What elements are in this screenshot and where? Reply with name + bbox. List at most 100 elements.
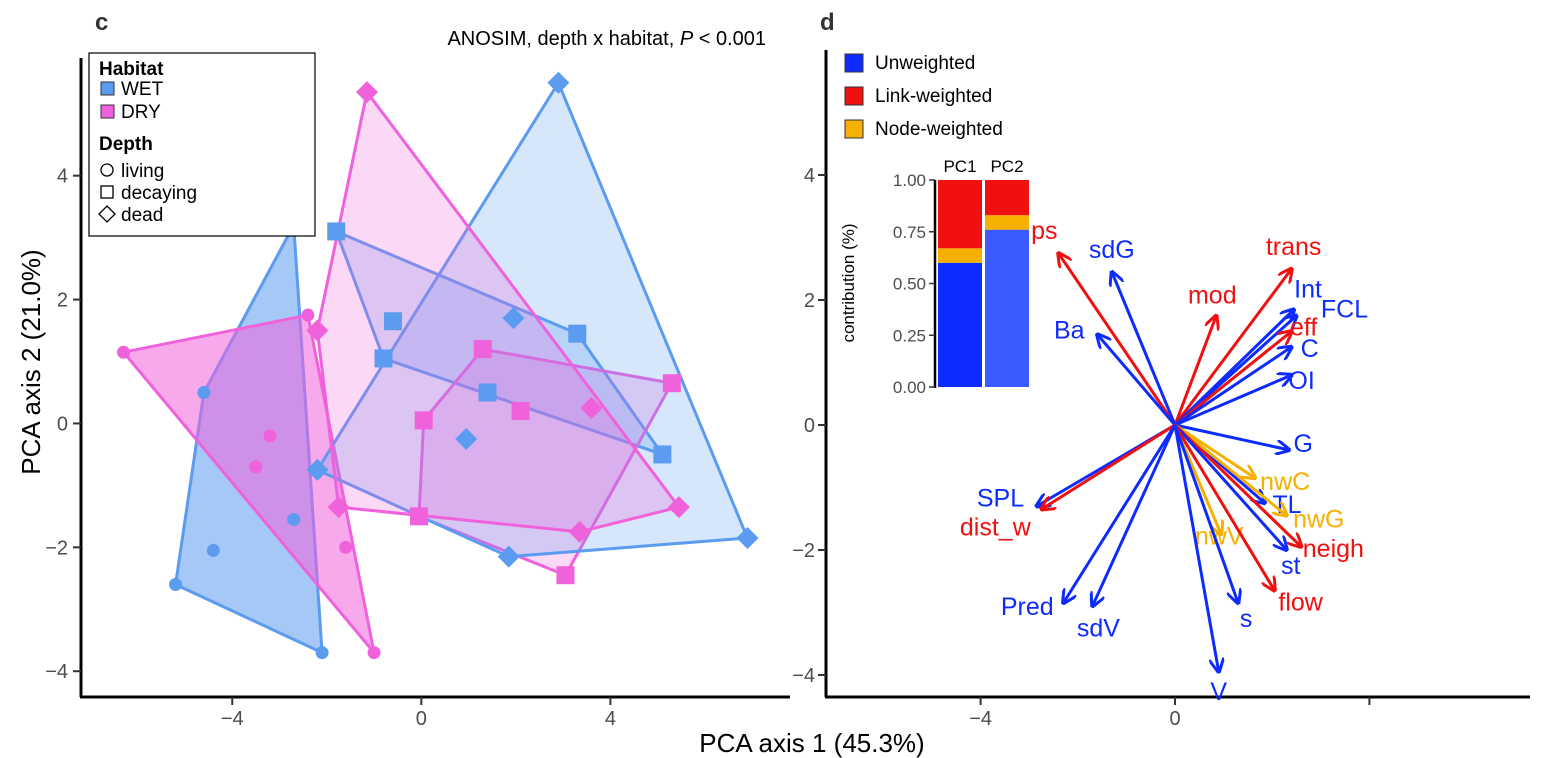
point-wet-decaying xyxy=(478,383,496,401)
loading-label-Pred: Pred xyxy=(1001,593,1054,621)
panel-c-title: ANOSIM, depth x habitat, P < 0.001 xyxy=(447,28,766,50)
legend-label-living: living xyxy=(121,161,164,182)
point-wet-living xyxy=(207,544,220,557)
point-dry-living xyxy=(301,309,314,322)
x-tick-label-c: 0 xyxy=(416,708,427,730)
point-dry-decaying xyxy=(512,402,530,420)
legend-label-unweighted: Unweighted xyxy=(875,53,975,74)
y-tick-label-c: 4 xyxy=(57,166,68,188)
loading-label-nwG: nwG xyxy=(1293,506,1344,534)
loading-label-flow: flow xyxy=(1278,589,1323,617)
point-wet-decaying xyxy=(653,445,671,463)
panel-c: c ANOSIM, depth x habitat, P < 0.001 −4 0… xyxy=(16,9,790,730)
point-wet-decaying xyxy=(568,325,586,343)
legend-swatch-unweighted xyxy=(845,54,863,72)
inset-bar-PC2-unweighted xyxy=(985,230,1029,387)
inset-category-label: PC2 xyxy=(990,157,1023,176)
legend-swatch-node xyxy=(845,120,863,138)
loading-label-neigh: neigh xyxy=(1303,535,1364,563)
title-text: ANOSIM, depth x habitat, xyxy=(447,28,679,50)
legend-label-wet: WET xyxy=(121,79,164,100)
loading-label-trans: trans xyxy=(1266,233,1322,261)
y-tick-label-d: 2 xyxy=(804,290,815,312)
y-tick-label-c: 0 xyxy=(57,413,68,435)
loading-arrow-Ba xyxy=(1097,334,1175,425)
inset-category-label: PC1 xyxy=(943,157,976,176)
loading-label-FCL: FCL xyxy=(1321,296,1368,324)
point-dry-living xyxy=(264,429,277,442)
loading-arrow-Pred xyxy=(1063,425,1175,603)
y-tick-label-c: 2 xyxy=(57,290,68,312)
panel-c-letter: c xyxy=(95,9,108,36)
inset-bar-PC2-link xyxy=(985,180,1029,215)
x-axis-title: PCA axis 1 (45.3%) xyxy=(699,728,924,758)
title-tail: < 0.001 xyxy=(693,28,766,50)
point-dry-living xyxy=(339,541,352,554)
inset-y-tick-label: 0.00 xyxy=(893,378,926,397)
inset-y-tick-label: 1.00 xyxy=(893,171,926,190)
loading-label-st: st xyxy=(1281,552,1301,580)
point-dry-living xyxy=(368,646,381,659)
loading-label-OI: OI xyxy=(1288,367,1314,395)
loading-arrow-C xyxy=(1175,347,1292,425)
x-tick-label-c: 4 xyxy=(605,708,616,730)
y-tick-label-c: −4 xyxy=(45,661,68,683)
inset-bar-PC1-unweighted xyxy=(938,263,982,387)
legend-swatch-dry xyxy=(101,105,114,118)
loading-label-ps: ps xyxy=(1031,217,1057,245)
y-tick-label-d: 4 xyxy=(804,165,815,187)
panel-d-letter: d xyxy=(820,9,835,36)
loading-label-sdG: sdG xyxy=(1089,236,1135,264)
legend-label-link: Link-weighted xyxy=(875,86,992,107)
point-dry-decaying xyxy=(556,566,574,584)
loading-label-Ba: Ba xyxy=(1054,316,1085,344)
y-tick-label-c: −2 xyxy=(45,537,68,559)
loading-label-dist_w: dist_w xyxy=(960,513,1032,541)
y-axis-title-c: PCA axis 2 (21.0%) xyxy=(16,249,46,474)
loading-label-SPL: SPL xyxy=(977,484,1024,512)
inset-y-tick-label: 0.50 xyxy=(893,275,926,294)
point-dry-decaying xyxy=(415,411,433,429)
y-tick-label-d: −2 xyxy=(792,540,815,562)
point-wet-living xyxy=(287,513,300,526)
loading-label-mod: mod xyxy=(1188,282,1237,310)
loading-label-Int: Int xyxy=(1294,275,1322,303)
loading-label-sdV: sdV xyxy=(1077,614,1120,642)
point-wet-decaying xyxy=(327,222,345,240)
x-tick-label-d: 0 xyxy=(1169,708,1180,730)
point-dry-living xyxy=(249,460,262,473)
point-wet-decaying xyxy=(384,312,402,330)
inset-bar-PC1-link xyxy=(938,180,982,248)
point-wet-decaying xyxy=(375,349,393,367)
legend-depth-title: Depth xyxy=(99,134,153,155)
loading-label-s: s xyxy=(1240,605,1253,633)
inset-bar-chart: 0.00 0.25 0.50 0.75 1.00 contribution (%) PC1 P… xyxy=(839,157,1029,397)
legend-d: Unweighted Link-weighted Node-weighted xyxy=(845,53,1003,140)
loading-label-C: C xyxy=(1301,335,1319,363)
point-dry-dead xyxy=(356,81,378,103)
inset-y-tick-label: 0.25 xyxy=(893,326,926,345)
legend-label-node: Node-weighted xyxy=(875,119,1003,140)
point-dry-decaying xyxy=(474,340,492,358)
legend-label-dry: DRY xyxy=(121,102,161,123)
point-dry-decaying xyxy=(663,374,681,392)
legend-habitat-title: Habitat xyxy=(99,59,164,80)
inset-y-axis-title: contribution (%) xyxy=(839,223,858,342)
x-tick-label-c: −4 xyxy=(221,708,244,730)
legend-swatch-wet xyxy=(101,82,114,95)
loading-label-V: V xyxy=(1210,678,1227,706)
loading-label-G: G xyxy=(1293,430,1312,458)
point-wet-living xyxy=(169,578,182,591)
inset-bar-PC1-node xyxy=(938,248,982,262)
point-dry-decaying xyxy=(410,507,428,525)
legend-label-decaying: decaying xyxy=(121,183,197,204)
x-tick-label-d: −4 xyxy=(969,708,992,730)
y-tick-label-d: −4 xyxy=(792,665,815,687)
y-tick-label-d: 0 xyxy=(804,415,815,437)
inset-bar-PC2-node xyxy=(985,215,1029,229)
legend-label-dead: dead xyxy=(121,205,163,226)
legend-swatch-link xyxy=(845,87,863,105)
